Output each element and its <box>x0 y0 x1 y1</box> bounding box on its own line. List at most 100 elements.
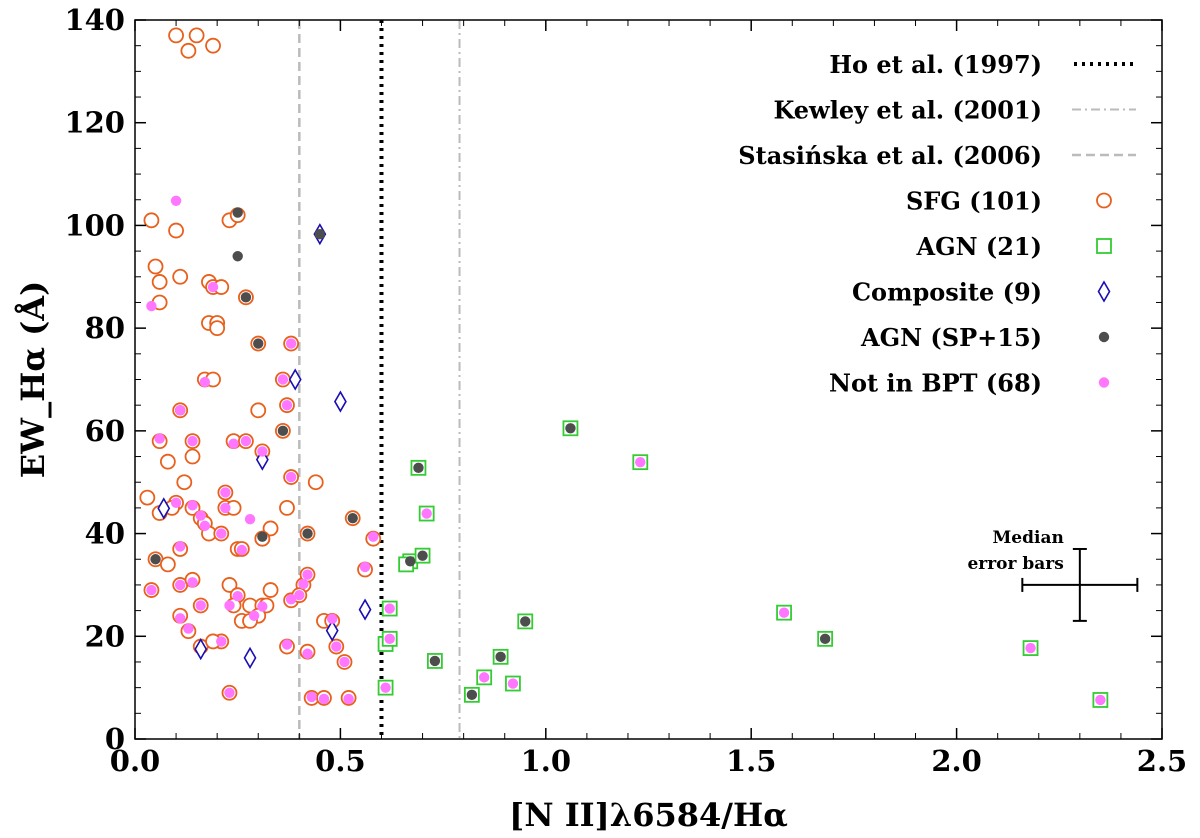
agn-sp15-point <box>417 550 428 561</box>
sfg-point <box>143 212 160 229</box>
x-tick-label: 2.0 <box>931 744 981 778</box>
legend: Ho et al. (1997) Kewley et al. (2001) Stas… <box>738 50 1136 398</box>
agn-sp15-point <box>429 655 441 667</box>
x-tick-label: 2.5 <box>1137 744 1187 778</box>
sfg-point <box>180 42 197 59</box>
not-in-bpt-point <box>216 528 227 539</box>
sfg-point <box>250 402 267 419</box>
y-tick-label: 40 <box>85 517 125 551</box>
not-in-bpt-point <box>306 691 317 703</box>
composite-point <box>325 619 339 642</box>
legend-item: Kewley et al. (2001) <box>773 96 1136 125</box>
not-in-bpt-point <box>174 541 186 552</box>
not-in-bpt-point <box>478 672 490 683</box>
not-in-bpt-point <box>368 531 379 542</box>
not-in-bpt-point <box>187 500 198 511</box>
sfg-point <box>168 222 184 239</box>
not-in-bpt-point <box>232 591 243 602</box>
legend-item: AGN (21) <box>915 232 1112 261</box>
sfg-point <box>172 268 189 285</box>
legend-label: AGN (21) <box>915 232 1042 261</box>
not-in-bpt-point <box>281 639 293 650</box>
not-in-bpt-point <box>170 497 182 508</box>
agn-sp15-point <box>277 425 289 437</box>
sfg-point <box>188 27 205 44</box>
not-in-bpt-point <box>1095 694 1106 706</box>
sfg-point <box>176 474 193 491</box>
legend-item: Composite (9) <box>852 278 1111 307</box>
composite-point <box>194 638 208 661</box>
legend-label: Not in BPT (68) <box>829 369 1042 398</box>
not-in-bpt-point <box>285 471 297 483</box>
not-in-bpt-point <box>384 633 395 645</box>
not-in-bpt-point <box>216 636 227 647</box>
not-in-bpt-point <box>778 607 790 618</box>
not-in-bpt-point <box>240 435 252 447</box>
agn-sp15-point <box>520 616 531 627</box>
not-in-bpt-point <box>224 687 235 698</box>
not-in-bpt-point <box>244 513 256 525</box>
legend-swatch-square <box>1096 238 1112 254</box>
not-in-bpt-point <box>421 508 432 519</box>
not-in-bpt-point <box>380 682 391 693</box>
x-tick-label: 0.5 <box>315 744 365 778</box>
x-tick-label: 1.0 <box>521 744 571 778</box>
not-in-bpt-point <box>298 578 309 590</box>
not-in-bpt-point <box>174 405 186 416</box>
legend-label: AGN (SP+15) <box>860 323 1042 352</box>
sfg-point <box>168 27 184 44</box>
sfg-point <box>262 520 279 537</box>
sfg-point <box>209 320 226 337</box>
reference-lines <box>298 20 461 739</box>
legend-item: Stasińska et al. (2006) <box>738 141 1136 170</box>
not-in-bpt-point <box>154 433 165 444</box>
agn-sp15-point <box>347 512 358 524</box>
not-in-bpt-point <box>302 569 313 580</box>
sfg-point <box>151 274 168 290</box>
not-in-bpt-point <box>302 648 313 659</box>
error-bar-label: Median <box>992 528 1063 548</box>
error-bar-label: error bars <box>967 554 1063 574</box>
composite-point <box>288 368 302 391</box>
not-in-bpt-point <box>174 579 186 591</box>
legend-swatch-circle <box>1096 192 1112 209</box>
not-in-bpt-point <box>224 600 235 611</box>
not-in-bpt-point <box>207 281 219 293</box>
not-in-bpt-point <box>359 561 371 573</box>
not-in-bpt-point <box>257 601 268 612</box>
y-tick-label: 20 <box>85 619 125 653</box>
sfg-point <box>205 37 221 54</box>
y-axis-title: EW_Hα (Å) <box>14 281 52 478</box>
not-in-bpt-point <box>635 456 646 468</box>
x-axis-title: [N II]λ6584/Hα <box>509 796 788 834</box>
agn-sp15-point <box>240 292 252 303</box>
legend-label: Kewley et al. (2001) <box>773 96 1042 125</box>
legend-item: Ho et al. (1997) <box>829 50 1135 79</box>
y-tick-label: 0 <box>105 722 125 756</box>
agn-sp15-point <box>302 528 313 539</box>
median-error-bar: Median error bars <box>967 528 1139 622</box>
legend-item: SFG (101) <box>906 187 1112 216</box>
legend-swatch-diamond <box>1097 280 1111 303</box>
legend-label: SFG (101) <box>906 187 1042 216</box>
agn-sp15-point <box>232 251 243 262</box>
not-in-bpt-point <box>220 487 231 498</box>
not-in-bpt-point <box>195 510 206 521</box>
y-tick-label: 80 <box>85 311 125 345</box>
not-in-bpt-point <box>228 438 239 449</box>
not-in-bpt-point <box>277 374 289 385</box>
agn-sp15-point <box>819 633 831 645</box>
not-in-bpt-point <box>339 656 350 668</box>
sfg-point <box>159 556 176 573</box>
agn-sp15-point <box>565 423 576 434</box>
legend-label: Composite (9) <box>852 278 1042 307</box>
agn-sp15-point <box>257 531 268 542</box>
composite-point <box>333 390 347 413</box>
not-in-bpt-point <box>174 613 186 624</box>
not-in-bpt-point <box>384 603 395 614</box>
agn-sp15-point <box>253 338 264 349</box>
not-in-bpt-point <box>170 195 182 206</box>
sfg-point <box>262 582 279 598</box>
agn-sp15-point <box>314 228 326 240</box>
